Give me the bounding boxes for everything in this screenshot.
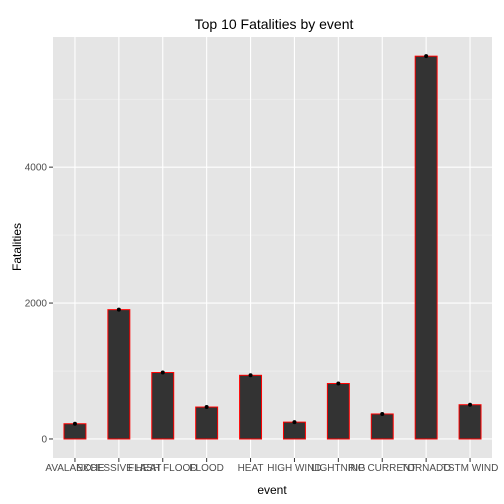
- y-axis-ticks: 0 2000 4000: [25, 163, 53, 445]
- chart-title: Top 10 Fatalities by event: [195, 16, 354, 32]
- x-tick-label: AVALANCHE: [45, 463, 104, 474]
- bar: [107, 309, 131, 440]
- bar: [195, 406, 219, 440]
- y-tick-label: 0: [41, 434, 47, 445]
- y-tick-label: 4000: [25, 163, 48, 174]
- bar-top-point: [424, 54, 429, 59]
- x-tick-label: FLOOD: [189, 463, 223, 474]
- y-axis-title: Fatalities: [10, 223, 24, 271]
- bar: [326, 383, 350, 440]
- x-tick-label: LIGHTNING: [311, 463, 366, 474]
- x-tick-label: TORNADO: [401, 463, 451, 474]
- bar-top-point: [160, 370, 165, 375]
- bar-top-point: [468, 402, 473, 407]
- bar: [63, 423, 87, 440]
- bar: [151, 372, 175, 440]
- bar-top-point: [248, 373, 253, 378]
- bar: [282, 421, 306, 440]
- bar-top-points: [72, 54, 473, 426]
- bars: [63, 55, 482, 440]
- y-tick-label: 2000: [25, 299, 48, 310]
- bar-top-point: [204, 405, 209, 410]
- x-tick-label: FLASH FLOOD: [128, 463, 197, 474]
- x-tick-label: HEAT: [238, 463, 264, 474]
- bar-top-point: [116, 307, 121, 312]
- bar: [458, 404, 482, 440]
- x-tick-label: TSTM WIND: [442, 463, 499, 474]
- x-tick-label: RIP CURRENT: [348, 463, 416, 474]
- bar-top-point: [336, 381, 341, 386]
- bar-top-point: [292, 420, 297, 425]
- bar-top-point: [380, 411, 385, 416]
- x-tick-label: EXCESSIVE HEAT: [76, 463, 161, 474]
- x-tick-label: HIGH WIND: [267, 463, 321, 474]
- bar: [239, 374, 263, 440]
- bar: [414, 55, 438, 440]
- bar: [370, 413, 394, 440]
- x-axis-title: event: [257, 483, 287, 497]
- bar-top-point: [72, 421, 77, 426]
